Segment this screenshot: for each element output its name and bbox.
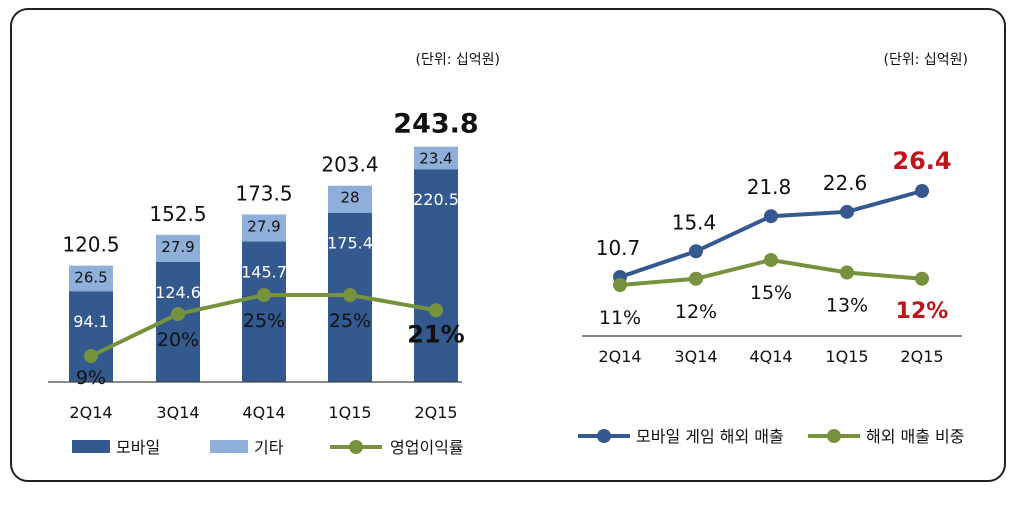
- bar-total-label: 120.5: [62, 233, 119, 257]
- bar-mobile-label: 94.1: [73, 312, 109, 331]
- bar-total-label: 152.5: [149, 202, 206, 226]
- overseas-share-point: [689, 271, 703, 286]
- overseas-sales-point: [764, 209, 778, 224]
- bar-mobile-label: 220.5: [413, 190, 459, 209]
- bar-mobile-2Q14: [69, 291, 113, 382]
- bar-total-label: 243.8: [393, 109, 478, 140]
- margin-point: [343, 288, 357, 302]
- bar-other-label: 27.9: [247, 217, 280, 235]
- margin-label: 20%: [157, 329, 199, 351]
- x-tick-label: 2Q15: [414, 403, 457, 422]
- bar-mobile-label: 175.4: [327, 234, 373, 253]
- overseas-sales-point: [915, 184, 929, 198]
- margin-point: [171, 307, 185, 322]
- overseas-sales-point: [840, 204, 854, 219]
- bar-other-2Q14: [69, 265, 113, 292]
- bar-other-1Q15: [328, 185, 372, 213]
- x-tick-label: 2Q14: [598, 347, 641, 366]
- overseas-share-label: 15%: [750, 282, 792, 304]
- bar-mobile-label: 124.6: [155, 283, 201, 302]
- overseas-share-label: 13%: [826, 295, 868, 317]
- overseas-share-point: [840, 265, 854, 280]
- left-unit-label: (단위: 십억원): [416, 52, 501, 68]
- overseas-share-point: [915, 271, 929, 286]
- overseas-share-label: 12%: [675, 301, 717, 323]
- x-tick-label: 1Q15: [825, 347, 868, 366]
- bar-mobile-4Q14: [242, 241, 286, 382]
- overseas-share-label: 11%: [599, 307, 641, 329]
- bar-other-3Q14: [156, 234, 200, 262]
- legend-label-mobile: 모바일: [116, 438, 160, 457]
- bar-other-label: 23.4: [419, 150, 452, 168]
- right-unit-label: (단위: 십억원): [884, 52, 969, 68]
- overseas-share-label: 12%: [896, 299, 949, 324]
- legend-label-share: 해외 매출 비중: [866, 427, 965, 446]
- legend-marker-share: [827, 429, 841, 443]
- legend-label-sales: 모바일 게임 해외 매출: [636, 427, 784, 446]
- bar-other-label: 27.9: [161, 238, 194, 256]
- x-tick-label: 4Q14: [242, 403, 285, 422]
- margin-label: 25%: [329, 310, 371, 332]
- overseas-sales-label: 15.4: [672, 210, 717, 234]
- margin-point: [257, 288, 271, 302]
- x-tick-label: 2Q14: [69, 403, 112, 422]
- bar-mobile-label: 145.7: [241, 262, 287, 281]
- overseas-sales-label: 10.7: [596, 236, 641, 260]
- left-chart: (단위: 십억원) 94.1 26.5 120.5 2Q14 124.6 27.9 152.…: [48, 52, 500, 457]
- overseas-sales-point: [689, 244, 703, 259]
- legend-marker-sales: [597, 429, 611, 443]
- bar-mobile-2Q15: [414, 169, 458, 382]
- margin-label: 21%: [407, 320, 464, 348]
- legend-label-other: 기타: [254, 438, 284, 457]
- margin-label: 25%: [243, 310, 285, 332]
- x-tick-label: 3Q14: [674, 347, 717, 366]
- x-tick-label: 2Q15: [900, 347, 943, 366]
- bar-other-label: 26.5: [74, 269, 107, 287]
- overseas-sales-label: 26.4: [892, 147, 951, 175]
- x-tick-label: 1Q15: [328, 403, 371, 422]
- bar-other-4Q14: [242, 214, 286, 242]
- legend-swatch-mobile: [72, 440, 110, 453]
- x-tick-label: 3Q14: [156, 403, 199, 422]
- margin-label: 9%: [76, 367, 106, 389]
- margin-point: [429, 303, 443, 318]
- bar-total-label: 203.4: [321, 153, 378, 177]
- margin-point: [84, 349, 98, 363]
- legend-marker-margin: [349, 440, 363, 454]
- overseas-sales-label: 21.8: [747, 175, 792, 199]
- legend-label-margin: 영업이익률: [390, 438, 464, 457]
- legend-swatch-other: [210, 440, 248, 453]
- overseas-share-point: [613, 278, 627, 292]
- overseas-share-point: [764, 253, 778, 267]
- bar-other-label: 28: [340, 189, 359, 207]
- overseas-sales-label: 22.6: [823, 171, 868, 195]
- right-chart: (단위: 십억원) 10.7 15.4 21.8 22.6 26.4 11% 12% 15% 1…: [578, 52, 968, 446]
- x-tick-label: 4Q14: [749, 347, 792, 366]
- bar-total-label: 173.5: [235, 181, 292, 205]
- bar-other-2Q15: [414, 146, 458, 170]
